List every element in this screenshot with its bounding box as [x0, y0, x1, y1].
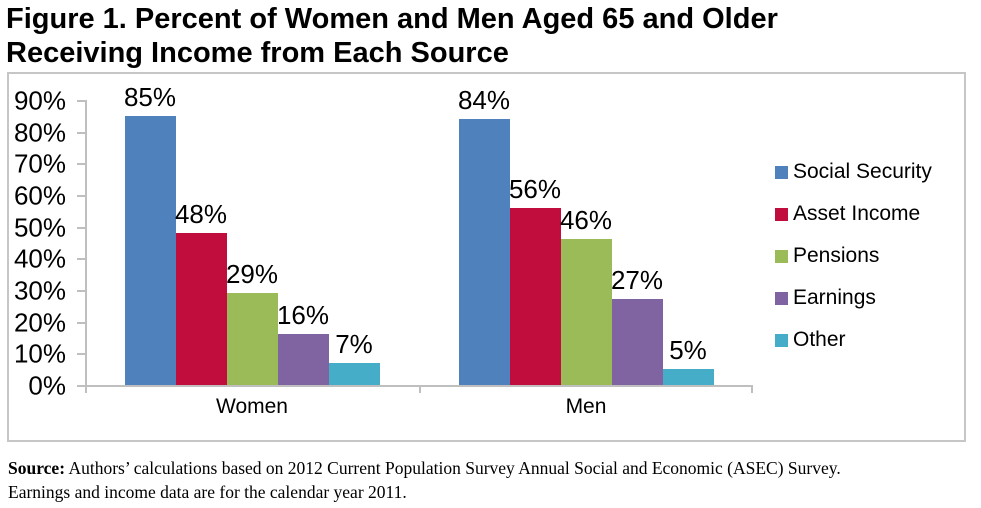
legend-color-swatch — [775, 333, 788, 347]
title-line-1: Figure 1. Percent of Women and Men Aged … — [6, 3, 778, 35]
bar-earnings-women: 16% — [277, 300, 329, 385]
y-tick-label: 90% — [13, 85, 66, 116]
title-line-2: Receiving Income from Each Source — [6, 37, 509, 69]
bar-social-security-women: 85% — [124, 82, 176, 385]
source-text: Authors’ calculations based on 2012 Curr… — [8, 458, 841, 502]
bar-value-label: 29% — [225, 259, 279, 289]
y-tick-label: 60% — [13, 180, 66, 211]
y-tick-label: 40% — [13, 243, 66, 274]
x-axis-tick — [419, 385, 421, 393]
legend-item-asset-income: Asset Income — [775, 202, 932, 226]
legend-label: Pensions — [793, 244, 880, 267]
y-axis-tick — [77, 163, 85, 166]
x-axis-tick — [751, 385, 753, 393]
legend-item-social-security: Social Security — [775, 160, 932, 184]
category-label-men: Men — [565, 395, 607, 418]
y-tick-label: 20% — [13, 307, 66, 338]
bar-value-label: 5% — [669, 335, 707, 365]
legend-label: Other — [793, 328, 846, 351]
source-note: Source: Authors’ calculations based on 2… — [8, 456, 870, 504]
bar-value-label: 46% — [559, 205, 613, 235]
y-axis-tick — [77, 226, 85, 229]
y-axis-tick — [77, 131, 85, 134]
bar-value-label: 27% — [610, 265, 664, 295]
bar-value-label: 84% — [457, 85, 511, 115]
source-label: Source: — [8, 458, 66, 478]
bar-value-label: 85% — [123, 82, 177, 112]
y-tick-label: 50% — [13, 212, 66, 243]
bar-other-men: 5% — [662, 335, 714, 385]
y-tick-label: 80% — [13, 117, 66, 148]
bar-pensions-women: 29% — [226, 259, 278, 385]
legend-label: Asset Income — [793, 202, 921, 225]
bar-earnings-men: 27% — [611, 265, 663, 385]
page-title: Figure 1. Percent of Women and Men Aged … — [6, 2, 778, 70]
y-tick-label: 0% — [28, 370, 66, 401]
y-axis-tick — [77, 385, 85, 387]
bar-asset-income-men: 56% — [509, 174, 561, 385]
legend-color-swatch — [775, 165, 788, 179]
legend-color-swatch — [775, 291, 788, 305]
bar-value-label: 16% — [276, 300, 330, 330]
legend: Social Security Asset Income Pensions Earni… — [775, 160, 932, 352]
legend-label: Social Security — [793, 160, 932, 183]
bar-value-label: 48% — [174, 199, 228, 229]
y-tick-label: 30% — [13, 275, 66, 306]
y-tick-label: 10% — [13, 338, 66, 369]
bar-group-women: 85% 48% 29% 16% 7% — [85, 82, 419, 385]
y-axis-tick — [77, 290, 85, 292]
y-axis-tick — [77, 195, 85, 197]
y-tick-label: 70% — [13, 148, 66, 179]
legend-label: Earnings — [793, 286, 876, 309]
legend-item-other: Other — [775, 328, 932, 352]
bar-group-men: 84% 56% 46% 27% 5% — [419, 85, 753, 385]
legend-color-swatch — [775, 207, 788, 221]
y-axis-tick — [77, 258, 85, 261]
chart-area: 0% 10% 20% 30% 40% 50% 60% 70% 80% 90% 85% 48% 29% 1… — [7, 72, 966, 442]
y-axis-tick — [77, 353, 85, 356]
y-axis-line — [85, 100, 87, 393]
legend-color-swatch — [775, 249, 788, 263]
y-axis-tick — [77, 321, 85, 324]
bar-other-women: 7% — [328, 329, 380, 385]
legend-item-pensions: Pensions — [775, 244, 932, 268]
bar-social-security-men: 84% — [458, 85, 510, 385]
legend-item-earnings: Earnings — [775, 286, 932, 310]
y-axis-tick — [77, 100, 85, 102]
category-label-women: Women — [216, 395, 288, 418]
bar-asset-income-women: 48% — [175, 199, 227, 385]
bar-value-label: 7% — [335, 329, 373, 359]
bar-value-label: 56% — [508, 174, 562, 204]
bar-pensions-men: 46% — [560, 205, 612, 385]
